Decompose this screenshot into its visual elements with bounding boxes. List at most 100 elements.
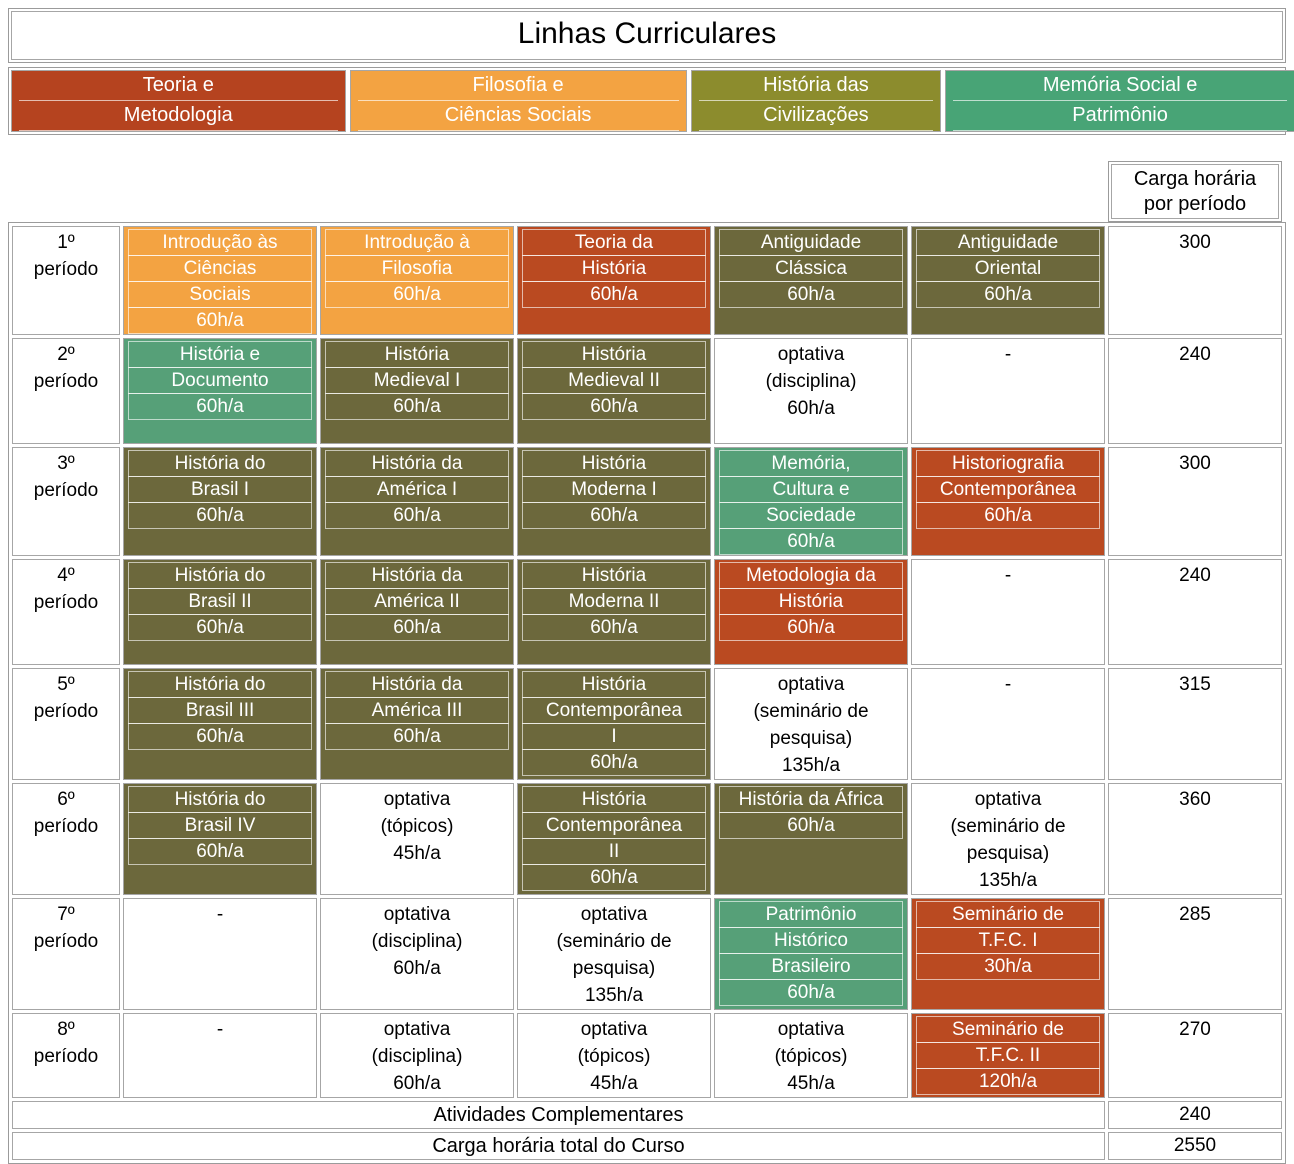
course-inner-table: História do Brasil II 60h/a — [128, 562, 312, 641]
course-line: Patrimônio — [719, 901, 903, 928]
course-line: - — [1004, 565, 1012, 586]
course-line: 45h/a — [393, 843, 441, 864]
course-line: História da — [325, 562, 509, 589]
course-line: História — [522, 450, 706, 477]
course-line: Introdução à — [325, 229, 509, 256]
period-cell: 4º período — [12, 559, 120, 665]
course-line: Ciências — [128, 255, 312, 282]
carga-header-line2: por período — [1143, 193, 1247, 215]
curriculum-body: 1º período Introdução às Ciências Sociais 60h… — [12, 226, 1282, 1098]
course-line: História — [522, 671, 706, 698]
course-cell: História da América II 60h/a — [320, 559, 514, 665]
course-inner-table: História do Brasil III 60h/a — [128, 671, 312, 750]
course-cell: História da América I 60h/a — [320, 447, 514, 556]
course-inner-table: Introdução às Ciências Sociais 60h/a — [128, 229, 312, 334]
course-line: 60h/a — [719, 281, 903, 308]
legend-item-1: Filosofia e Ciências Sociais — [349, 70, 687, 132]
period-hours-cell: 270 — [1108, 1013, 1282, 1098]
course-cell: Historiografia Contemporânea 60h/a — [911, 447, 1105, 556]
course-cell: - — [123, 898, 317, 1010]
period-cell: 8º período — [12, 1013, 120, 1098]
course-line: 60h/a — [325, 723, 509, 750]
period-hours-value: 300 — [1179, 232, 1211, 253]
course-line: 60h/a — [522, 614, 706, 641]
complementares-value: 240 — [1108, 1101, 1282, 1129]
course-line: Seminário de — [916, 1016, 1100, 1043]
course-line: História do — [128, 562, 312, 589]
course-line: 60h/a — [128, 614, 312, 641]
course-cell: - — [911, 338, 1105, 444]
period-hours-value: 300 — [1179, 453, 1211, 474]
period-hours-value: 285 — [1179, 904, 1211, 925]
course-line: História — [719, 588, 903, 615]
course-cell: Introdução às Ciências Sociais 60h/a — [123, 226, 317, 335]
course-cell: optativa (disciplina) 60h/a — [714, 338, 908, 444]
course-line: (seminário de — [753, 701, 869, 722]
course-line: 60h/a — [522, 864, 706, 891]
course-line: optativa — [383, 904, 451, 925]
course-line: Cultura e — [719, 476, 903, 503]
course-line: História da — [325, 450, 509, 477]
course-line: 135h/a — [781, 755, 841, 776]
course-cell: optativa (tópicos) 45h/a — [517, 1013, 711, 1098]
course-line: pesquisa) — [966, 843, 1050, 864]
course-inner-table: Teoria da História 60h/a — [522, 229, 706, 308]
course-inner-table: História da África 60h/a — [719, 786, 903, 839]
course-line: História — [522, 255, 706, 282]
course-inner-table: Seminário de T.F.C. II 120h/a — [916, 1016, 1100, 1095]
course-line: 60h/a — [522, 281, 706, 308]
course-line: Clássica — [719, 255, 903, 282]
period-word: período — [33, 701, 99, 722]
course-line: História — [522, 341, 706, 368]
period-hours-cell: 240 — [1108, 559, 1282, 665]
course-line: América III — [325, 697, 509, 724]
course-line: (disciplina) — [765, 371, 857, 392]
course-inner-table: Metodologia da História 60h/a — [719, 562, 903, 641]
period-cell: 6º período — [12, 783, 120, 895]
course-line: 45h/a — [590, 1073, 638, 1094]
course-line: optativa — [383, 789, 451, 810]
course-line: Sociais — [128, 281, 312, 308]
course-line: 60h/a — [719, 528, 903, 555]
carga-header-line1: Carga horária — [1133, 168, 1257, 190]
complementares-row: Atividades Complementares 240 — [12, 1101, 1282, 1129]
course-cell: optativa (disciplina) 60h/a — [320, 1013, 514, 1098]
course-cell: História do Brasil I 60h/a — [123, 447, 317, 556]
period-word: período — [33, 371, 99, 392]
course-line: II — [522, 838, 706, 865]
period-hours-cell: 300 — [1108, 447, 1282, 556]
course-line: pesquisa) — [769, 728, 853, 749]
course-inner-table: História Moderna I 60h/a — [522, 450, 706, 529]
period-hours-cell: 240 — [1108, 338, 1282, 444]
course-cell: História Contemporânea II 60h/a — [517, 783, 711, 895]
period-word: período — [33, 592, 99, 613]
course-inner-table: História Medieval I 60h/a — [325, 341, 509, 420]
period-number: 5º — [57, 674, 75, 695]
course-line: 60h/a — [719, 614, 903, 641]
period-row-1º: 1º período Introdução às Ciências Sociais 60h… — [12, 226, 1282, 335]
course-line: Brasil IV — [128, 812, 312, 839]
course-cell: História do Brasil III 60h/a — [123, 668, 317, 780]
course-line: 60h/a — [522, 393, 706, 420]
course-total-row: Carga horária total do Curso 2550 — [12, 1132, 1282, 1160]
course-cell: optativa (disciplina) 60h/a — [320, 898, 514, 1010]
period-row-2º: 2º período História e Documento 60h/a Históri… — [12, 338, 1282, 444]
legend-item-label: Filosofia e — [357, 71, 679, 101]
course-inner-table: História Medieval II 60h/a — [522, 341, 706, 420]
course-line: 60h/a — [128, 502, 312, 529]
course-line: (tópicos) — [380, 816, 454, 837]
period-hours-cell: 285 — [1108, 898, 1282, 1010]
legend-row: Teoria e Metodologia Filosofia e Ciências S… — [11, 70, 1294, 132]
period-row-8º: 8º período - optativa (disciplina) 60h/a optat… — [12, 1013, 1282, 1098]
legend-item-label: Patrimônio — [953, 101, 1287, 131]
course-line: 60h/a — [128, 838, 312, 865]
period-hours-value: 360 — [1179, 789, 1211, 810]
period-word: período — [33, 480, 99, 501]
course-cell: Patrimônio Histórico Brasileiro 60h/a — [714, 898, 908, 1010]
course-inner-table: História Contemporânea II 60h/a — [522, 786, 706, 891]
period-hours-cell: 360 — [1108, 783, 1282, 895]
legend-item-label: Teoria e — [19, 71, 338, 101]
course-line: Memória, — [719, 450, 903, 477]
course-inner-table: História da América I 60h/a — [325, 450, 509, 529]
course-cell: Antiguidade Oriental 60h/a — [911, 226, 1105, 335]
